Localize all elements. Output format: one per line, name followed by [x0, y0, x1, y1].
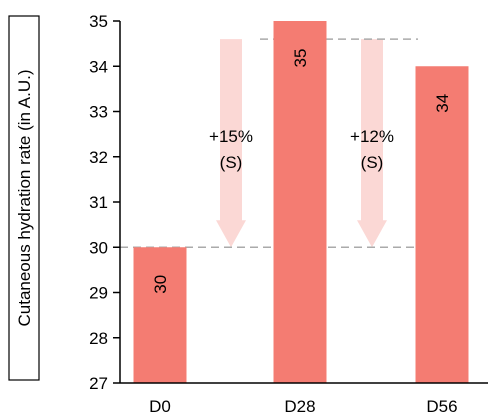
improvement-arrow-2: [357, 39, 387, 248]
y-tick-label: 28: [89, 329, 108, 348]
bar-d0: [133, 247, 187, 383]
annotation-percent: +12%: [350, 127, 394, 146]
bar-value-label: 35: [291, 49, 310, 68]
y-tick-label: 30: [89, 238, 108, 257]
bar-d56: [415, 66, 469, 383]
y-axis: 27 28 29 30 31 32 33 34 35: [89, 12, 121, 393]
bar-value-label: 30: [151, 275, 170, 294]
y-tick-label: 32: [89, 148, 108, 167]
improvement-arrow-1: [216, 39, 246, 248]
annotation-percent: +15%: [209, 127, 253, 146]
y-tick-label: 31: [89, 193, 108, 212]
y-tick-label: 33: [89, 103, 108, 122]
y-tick-label: 27: [89, 374, 108, 393]
annotations: +15% (S) +12% (S): [209, 127, 394, 172]
x-tick-label: D56: [426, 397, 457, 416]
y-tick-label: 35: [89, 12, 108, 31]
bar-value-label: 34: [433, 94, 452, 113]
y-axis-label: Cutaneous hydration rate (in A.U.): [15, 69, 34, 326]
y-axis-label-box: Cutaneous hydration rate (in A.U.): [8, 15, 40, 381]
bar-d28: [273, 21, 327, 383]
y-tick-label: 29: [89, 284, 108, 303]
x-tick-label: D0: [149, 397, 171, 416]
annotation-significance: (S): [220, 153, 243, 172]
improvement-arrows: [216, 39, 387, 248]
bars: 30 35 34: [133, 21, 469, 383]
annotation-significance: (S): [361, 153, 384, 172]
x-tick-label: D28: [284, 397, 315, 416]
x-axis: D0 D28 D56: [120, 382, 488, 416]
y-tick-label: 34: [89, 57, 108, 76]
